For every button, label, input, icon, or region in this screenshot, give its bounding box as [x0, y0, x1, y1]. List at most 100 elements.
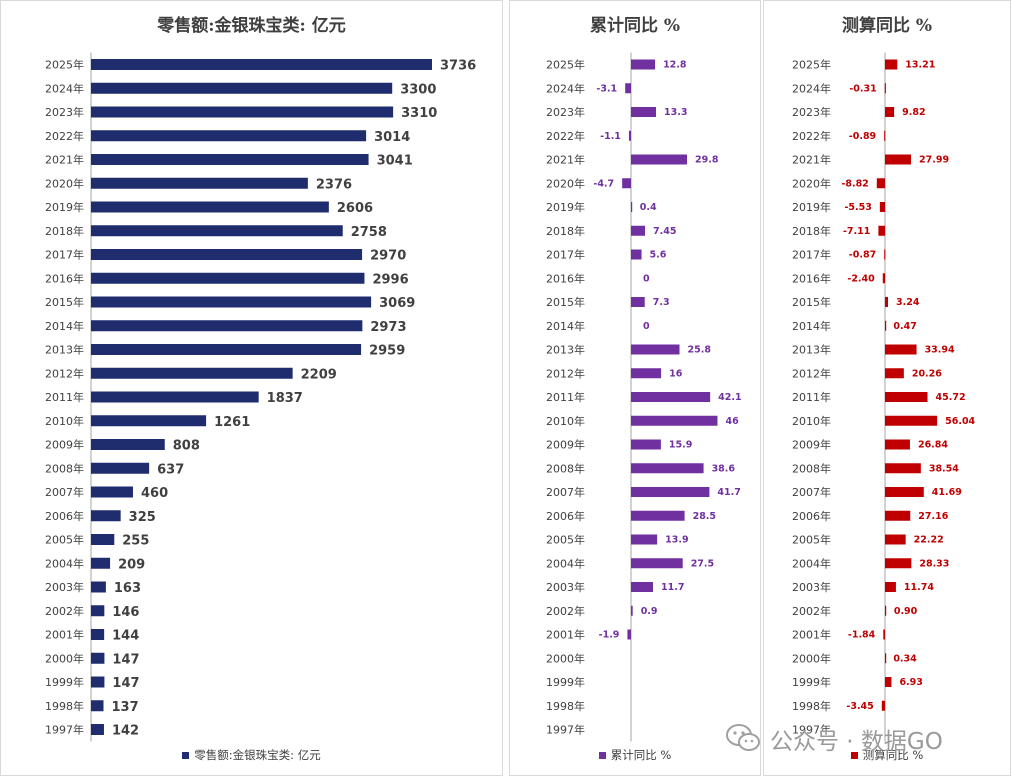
- category-label: 2019年: [792, 200, 831, 214]
- data-label: 3069: [379, 296, 415, 311]
- cumulative-yoy-chart: 2025年 12.8 2024年 -3.1 2023年 13.3 2022年 -1.1 2021…: [546, 52, 742, 742]
- category-label: 2007年: [792, 485, 831, 499]
- cumulative-yoy-panel: 累计同比 % 2025年 12.8 2024年 -3.1 2023年 13.3 2022年 -…: [509, 0, 761, 776]
- data-label: 0.9: [641, 606, 658, 617]
- data-bar: [91, 724, 104, 735]
- estimated-yoy-panel: 测算同比 % 2025年 13.21 2024年 -0.31 2023年 9.82 2022…: [763, 0, 1011, 776]
- category-label: 2009年: [546, 438, 585, 452]
- category-label: 2011年: [45, 390, 84, 404]
- category-label: 2025年: [546, 58, 585, 72]
- category-label: 2023年: [792, 105, 831, 119]
- legend-swatch: [182, 752, 190, 759]
- data-label: 460: [141, 486, 168, 501]
- data-label: 2209: [301, 367, 337, 382]
- category-label: 2024年: [546, 81, 585, 95]
- category-label: 2010年: [546, 414, 585, 428]
- data-label: 147: [112, 676, 139, 691]
- data-bar: [885, 368, 904, 379]
- data-bar: [91, 201, 329, 213]
- data-bar: [91, 344, 362, 355]
- data-label: 27.16: [918, 511, 948, 522]
- category-label: 2018年: [45, 224, 84, 238]
- data-bar: [631, 392, 711, 402]
- data-bar: [631, 154, 688, 165]
- data-bar: [885, 487, 924, 497]
- data-bar: [885, 415, 938, 426]
- category-label: 2011年: [546, 390, 585, 404]
- data-label: 1837: [267, 391, 303, 406]
- category-label: 2002年: [792, 604, 831, 618]
- data-label: 13.21: [905, 60, 935, 71]
- data-label: 38.54: [929, 463, 959, 474]
- category-label: 2017年: [792, 248, 831, 262]
- data-bar: [885, 582, 896, 592]
- data-label: 0.34: [893, 653, 917, 664]
- category-label: 2009年: [45, 438, 84, 452]
- data-label: -0.89: [849, 131, 876, 142]
- category-label: 2020年: [45, 176, 84, 190]
- data-bar: [91, 605, 105, 617]
- category-label: 2024年: [792, 81, 831, 95]
- data-label: 2758: [351, 225, 387, 240]
- data-label: 3014: [374, 130, 410, 145]
- category-label: 2007年: [45, 485, 84, 499]
- category-label: 2022年: [546, 129, 585, 143]
- data-bar: [91, 652, 105, 664]
- data-label: 0: [643, 273, 650, 284]
- data-bar: [631, 202, 633, 212]
- category-label: 2000年: [45, 651, 84, 665]
- category-label: 2025年: [45, 58, 84, 72]
- category-label: 1998年: [546, 699, 585, 713]
- category-label: 2019年: [45, 200, 84, 214]
- data-label: 255: [122, 534, 149, 549]
- data-bar: [631, 344, 680, 355]
- category-label: 2014年: [546, 319, 585, 333]
- data-bar: [91, 296, 372, 308]
- category-label: 2020年: [792, 176, 831, 190]
- category-label: 2004年: [792, 556, 831, 570]
- data-bar: [631, 225, 646, 236]
- data-bar: [91, 557, 111, 569]
- data-bar: [91, 225, 343, 237]
- category-label: 2009年: [792, 438, 831, 452]
- data-label: 637: [157, 462, 184, 477]
- data-bar: [631, 605, 633, 616]
- data-bar: [91, 249, 363, 260]
- data-bar: [883, 629, 885, 640]
- category-label: 2006年: [546, 509, 585, 523]
- data-label: -8.82: [841, 178, 868, 189]
- data-label: 2376: [316, 177, 352, 192]
- data-label: 0.90: [894, 606, 918, 617]
- data-bar: [885, 558, 912, 569]
- data-label: -1.9: [599, 630, 620, 641]
- category-label: 2011年: [792, 390, 831, 404]
- data-bar: [91, 130, 367, 142]
- data-label: 41.7: [717, 487, 740, 498]
- category-label: 2014年: [45, 319, 84, 333]
- category-label: 2008年: [792, 461, 831, 475]
- data-label: 0: [643, 321, 650, 332]
- data-label: 29.8: [695, 155, 719, 166]
- estimated-yoy-legend: 测算同比 %: [764, 747, 1010, 763]
- category-label: 2008年: [546, 461, 585, 475]
- data-label: 46: [725, 416, 739, 427]
- data-bar: [91, 629, 105, 640]
- category-label: 2007年: [546, 485, 585, 499]
- data-bar: [91, 272, 365, 284]
- data-bar: [885, 107, 895, 117]
- data-bar: [631, 510, 685, 521]
- data-bar: [885, 605, 887, 616]
- data-label: 38.6: [712, 463, 736, 474]
- data-label: -0.31: [849, 83, 876, 94]
- category-label: 2000年: [792, 651, 831, 665]
- category-label: 2013年: [546, 343, 585, 357]
- data-label: 20.26: [912, 368, 942, 379]
- category-label: 2018年: [546, 224, 585, 238]
- data-label: 137: [112, 700, 139, 715]
- legend-swatch: [850, 752, 858, 759]
- data-bar: [885, 534, 906, 545]
- data-bar: [885, 59, 898, 70]
- data-label: 45.72: [936, 392, 966, 403]
- retail-sales-chart: 2025年 3736 2024年 3300 2023年 3310 2022年 3014 2021…: [45, 52, 476, 742]
- watermark: 公众号 · 数据GO: [726, 721, 996, 755]
